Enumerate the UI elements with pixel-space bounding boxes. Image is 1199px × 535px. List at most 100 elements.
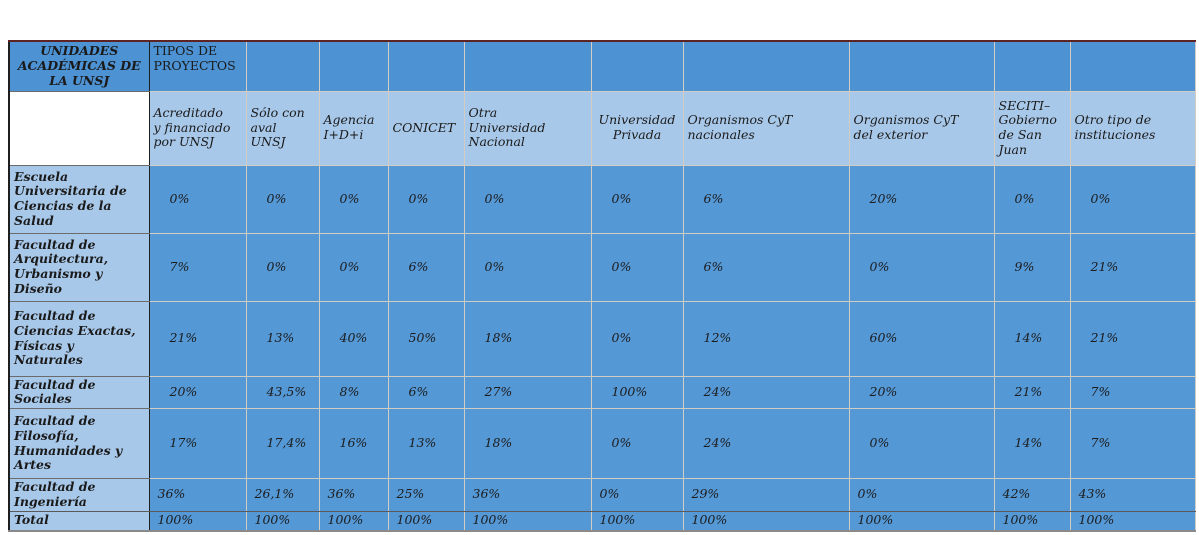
data-cell: 13% — [387, 408, 465, 479]
group-header-spacer — [245, 40, 320, 92]
data-cell: 29% — [682, 478, 850, 512]
data-cell: 100% — [387, 510, 465, 532]
data-cell: 14% — [993, 408, 1071, 479]
total-row: Total 100% 100% 100% 100% 100% 100% 100% 100% 100… — [8, 510, 1196, 532]
data-cell: 0% — [590, 300, 684, 377]
data-cell: 36% — [463, 478, 592, 512]
data-cell: 21% — [1069, 232, 1196, 302]
data-cell: 0% — [387, 164, 465, 234]
data-cell: 100% — [1069, 510, 1196, 532]
data-cell: 14% — [993, 300, 1071, 377]
data-cell: 100% — [463, 510, 592, 532]
data-cell: 16% — [318, 408, 389, 479]
column-header: Otra Universidad Nacional — [463, 90, 592, 166]
data-cell: 6% — [682, 232, 850, 302]
data-cell: 0% — [590, 478, 684, 512]
group-header-spacer — [848, 40, 995, 92]
data-cell: 100% — [245, 510, 320, 532]
data-cell: 0% — [318, 164, 389, 234]
corner-spacer-cell — [8, 90, 150, 166]
column-header-row: Acreditado y financiado por UNSJ Sólo con… — [8, 90, 1196, 166]
data-cell: 40% — [318, 300, 389, 377]
data-cell: 18% — [463, 300, 592, 377]
data-cell: 7% — [1069, 408, 1196, 479]
row-label: Facultad de Arquitectura, Urbanismo y Di… — [8, 232, 150, 302]
data-cell: 0% — [848, 232, 995, 302]
data-cell: 7% — [148, 232, 247, 302]
data-cell: 100% — [318, 510, 389, 532]
data-cell: 12% — [682, 300, 850, 377]
data-cell: 100% — [682, 510, 850, 532]
projects-by-academic-unit-table: UNIDADES ACADÉMICAS DE LA UNSJ TIPOS DE … — [8, 40, 1196, 532]
data-cell: 43% — [1069, 478, 1196, 512]
data-cell: 0% — [245, 232, 320, 302]
data-cell: 0% — [590, 164, 684, 234]
row-label: Escuela Universitaria de Ciencias de la … — [8, 164, 150, 234]
table-row: Escuela Universitaria de Ciencias de la … — [8, 164, 1196, 234]
row-label: Facultad de Ciencias Exactas, Físicas y … — [8, 300, 150, 377]
table-row: Facultad de Arquitectura, Urbanismo y Di… — [8, 232, 1196, 302]
row-label: Facultad de Filosofía, Humanidades y Art… — [8, 408, 150, 479]
column-header: Sólo con aval UNSJ — [245, 90, 320, 166]
data-cell: 26,1% — [245, 478, 320, 512]
data-cell: 36% — [148, 478, 247, 512]
data-cell: 0% — [590, 232, 684, 302]
table-body: Escuela Universitaria de Ciencias de la … — [8, 164, 1196, 532]
row-label: Facultad de Ingeniería — [8, 478, 150, 512]
data-cell: 0% — [245, 164, 320, 234]
data-cell: 100% — [590, 375, 684, 409]
column-header: Organismos CyT nacionales — [682, 90, 850, 166]
group-header-spacer — [463, 40, 592, 92]
data-cell: 7% — [1069, 375, 1196, 409]
data-cell: 100% — [590, 510, 684, 532]
column-header: SECITI–Gobierno de San Juan — [993, 90, 1071, 166]
data-cell: 17,4% — [245, 408, 320, 479]
data-cell: 27% — [463, 375, 592, 409]
column-header: Agencia I+D+i — [318, 90, 389, 166]
data-cell: 8% — [318, 375, 389, 409]
row-label: Facultad de Sociales — [8, 375, 150, 409]
data-cell: 25% — [387, 478, 465, 512]
group-header-spacer — [1069, 40, 1196, 92]
data-cell: 0% — [848, 408, 995, 479]
group-header-spacer — [993, 40, 1071, 92]
data-cell: 24% — [682, 408, 850, 479]
table-row: Facultad de Sociales 20% 43,5% 8% 6% 27% 100% 2… — [8, 375, 1196, 409]
column-header: Universidad Privada — [590, 90, 684, 166]
data-cell: 0% — [148, 164, 247, 234]
data-cell: 21% — [993, 375, 1071, 409]
data-cell: 0% — [848, 478, 995, 512]
data-cell: 6% — [682, 164, 850, 234]
data-cell: 0% — [463, 164, 592, 234]
data-cell: 0% — [590, 408, 684, 479]
column-header: Otro tipo de instituciones — [1069, 90, 1196, 166]
data-cell: 0% — [318, 232, 389, 302]
group-header-spacer — [318, 40, 389, 92]
group-header-spacer — [682, 40, 850, 92]
column-header: CONICET — [387, 90, 465, 166]
group-header: TIPOS DE PROYECTOS — [148, 40, 247, 92]
data-cell: 100% — [848, 510, 995, 532]
data-cell: 20% — [148, 375, 247, 409]
data-cell: 0% — [463, 232, 592, 302]
data-cell: 20% — [848, 375, 995, 409]
data-cell: 50% — [387, 300, 465, 377]
data-cell: 9% — [993, 232, 1071, 302]
data-cell: 6% — [387, 232, 465, 302]
data-cell: 0% — [993, 164, 1071, 234]
data-cell: 24% — [682, 375, 850, 409]
group-header-spacer — [590, 40, 684, 92]
table-row: Facultad de Filosofía, Humanidades y Art… — [8, 408, 1196, 479]
data-cell: 43,5% — [245, 375, 320, 409]
data-cell: 0% — [1069, 164, 1196, 234]
group-header-row: UNIDADES ACADÉMICAS DE LA UNSJ TIPOS DE … — [8, 40, 1196, 92]
corner-header: UNIDADES ACADÉMICAS DE LA UNSJ — [8, 40, 150, 92]
data-cell: 20% — [848, 164, 995, 234]
data-cell: 18% — [463, 408, 592, 479]
data-cell: 21% — [1069, 300, 1196, 377]
data-cell: 6% — [387, 375, 465, 409]
data-cell: 21% — [148, 300, 247, 377]
column-header: Organismos CyT del exterior — [848, 90, 995, 166]
data-cell: 17% — [148, 408, 247, 479]
